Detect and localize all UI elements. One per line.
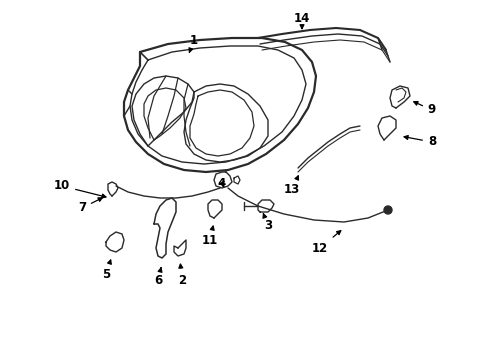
Text: 2: 2 [178, 264, 185, 287]
Text: 10: 10 [54, 180, 106, 198]
Text: 7: 7 [78, 198, 102, 215]
Circle shape [383, 206, 391, 214]
Text: 14: 14 [293, 12, 309, 28]
Text: 6: 6 [154, 268, 162, 287]
Text: 4: 4 [218, 177, 225, 190]
Text: 1: 1 [189, 33, 198, 52]
Text: 3: 3 [263, 214, 271, 233]
Text: 5: 5 [102, 260, 111, 280]
Text: 13: 13 [284, 176, 300, 197]
Text: 12: 12 [311, 231, 340, 255]
Text: 8: 8 [403, 135, 435, 148]
Text: 9: 9 [413, 102, 435, 117]
Text: 11: 11 [202, 226, 218, 247]
